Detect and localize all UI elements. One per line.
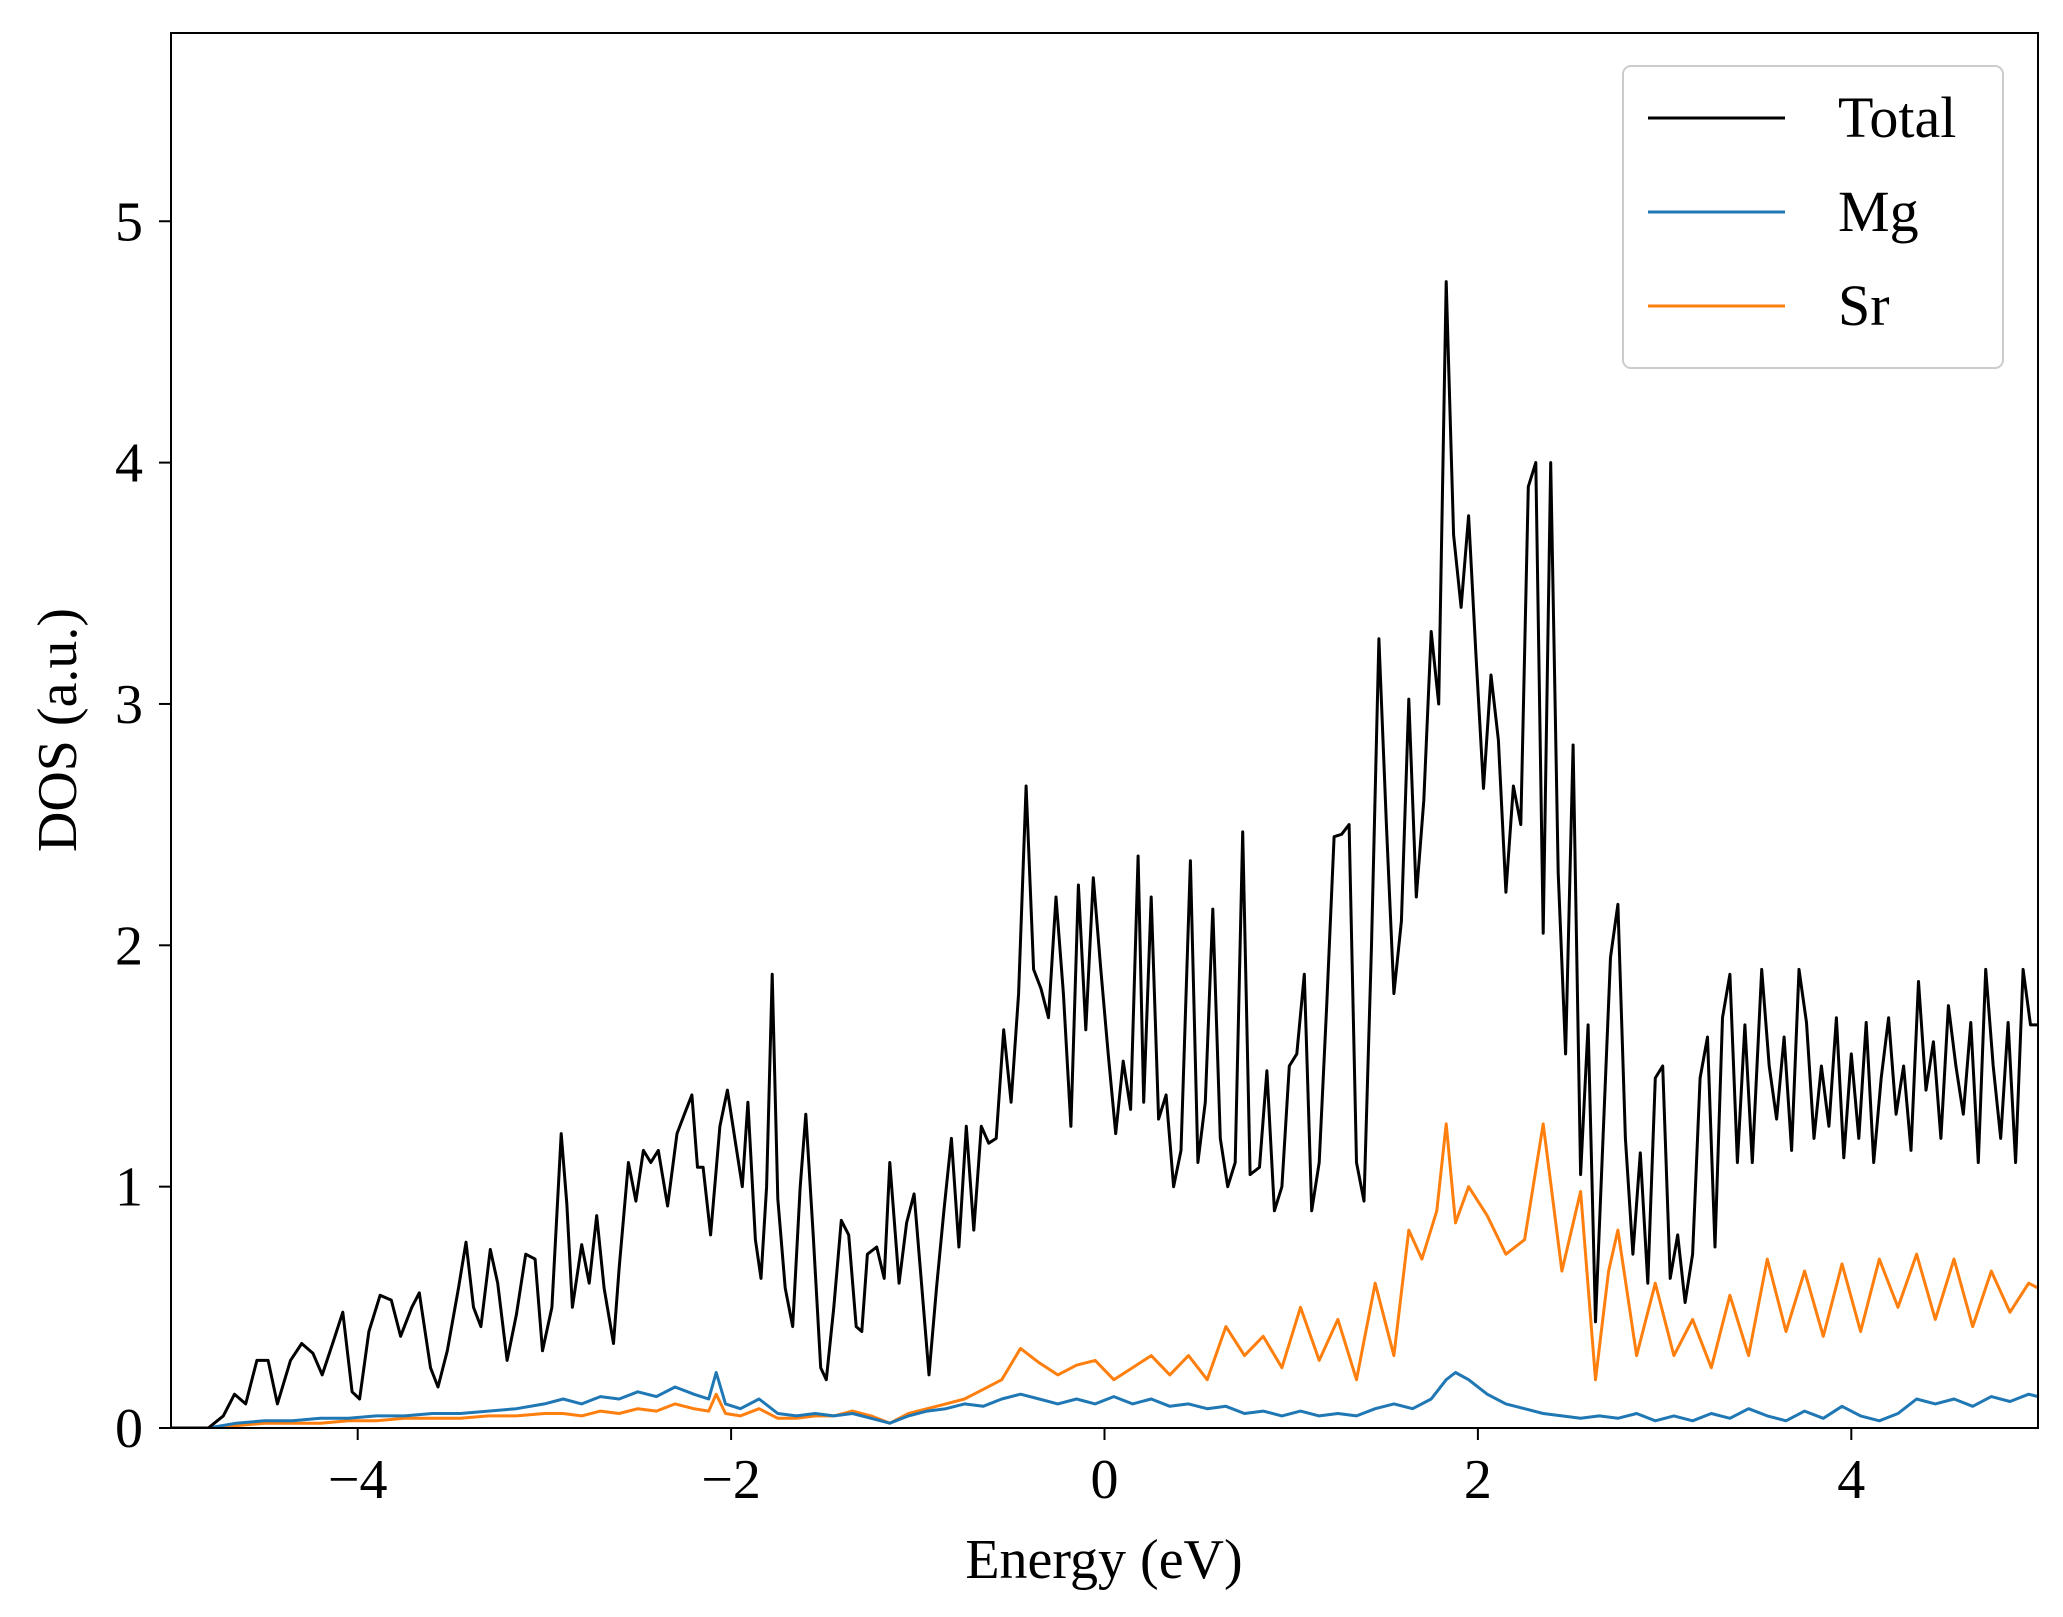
- series-line-mg: [171, 1371, 2038, 1428]
- y-tick-label: 0: [115, 1398, 143, 1460]
- x-axis-label: Energy (eV): [965, 1529, 1242, 1591]
- x-tick-label: 0: [1091, 1449, 1119, 1511]
- y-tick-label: 1: [115, 1157, 143, 1219]
- x-tick-label: 2: [1464, 1449, 1492, 1511]
- y-tick-label: 5: [115, 191, 143, 253]
- y-axis-label: DOS (a.u.): [27, 608, 89, 852]
- legend-label-mg: Mg: [1838, 179, 1919, 244]
- series-line-total: [171, 280, 2038, 1428]
- x-tick-label: −4: [328, 1449, 388, 1511]
- series-line-sr: [171, 1122, 2038, 1428]
- legend-box: [1622, 65, 2004, 369]
- y-tick-label: 4: [115, 433, 143, 495]
- legend-label-total: Total: [1838, 85, 1956, 150]
- x-tick-label: 4: [1837, 1449, 1865, 1511]
- series-layer: [171, 280, 2038, 1428]
- legend-label-sr: Sr: [1838, 273, 1890, 338]
- legend: Total Mg Sr: [1622, 65, 2004, 369]
- y-tick-label: 2: [115, 915, 143, 977]
- ticks-layer: −4 −2 0 2 4 0 1 2 3 4 5: [115, 191, 1865, 1511]
- y-tick-label: 3: [115, 674, 143, 736]
- x-tick-label: −2: [701, 1449, 761, 1511]
